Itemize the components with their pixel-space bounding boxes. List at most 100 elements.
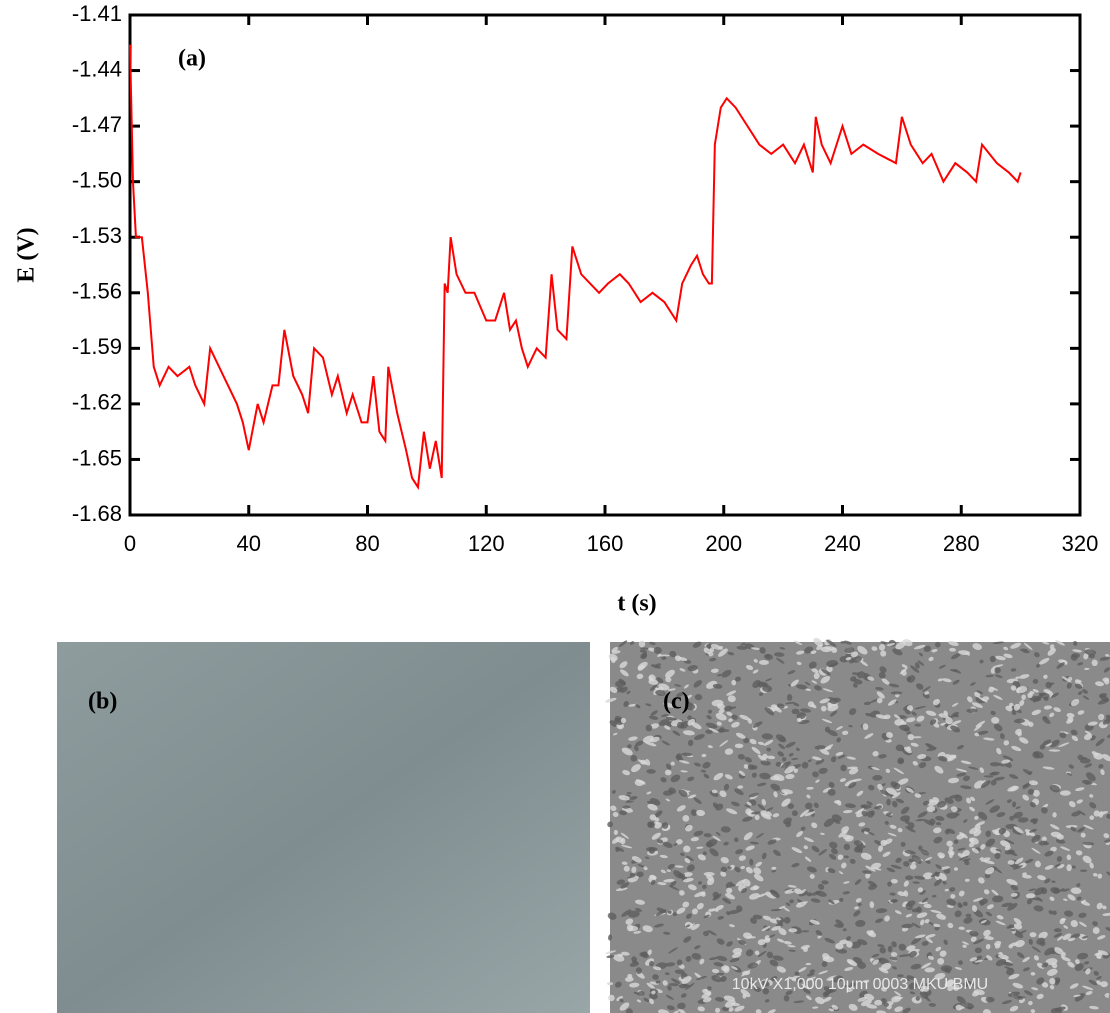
sem-grain (907, 734, 915, 741)
sem-grain (649, 798, 661, 806)
sem-grain (702, 884, 707, 890)
sem-grain (1071, 653, 1081, 658)
sem-grain (658, 654, 670, 657)
sem-grain (736, 645, 748, 650)
sem-grain (901, 664, 908, 669)
sem-grain (892, 800, 898, 808)
sem-grain (1013, 930, 1024, 939)
sem-grain (1011, 710, 1017, 716)
sem-grain (985, 799, 995, 805)
sem-grain (972, 643, 983, 651)
sem-grain (745, 866, 753, 874)
sem-grain (718, 708, 725, 714)
sem-grain (772, 813, 780, 818)
sem-grain (852, 956, 863, 964)
sem-grain (708, 651, 714, 657)
y-tick-label: -1.59 (72, 334, 122, 359)
sem-grain (1023, 990, 1033, 996)
sem-grain (980, 919, 987, 924)
sem-grain (705, 722, 718, 729)
sem-grain (958, 904, 963, 908)
sem-grain (967, 1006, 973, 1010)
sem-grain (723, 966, 730, 973)
sem-grain (738, 770, 746, 776)
sem-grain (1006, 878, 1018, 886)
sem-grain (731, 679, 737, 686)
sem-grain (843, 640, 852, 645)
sem-grain (1007, 850, 1018, 856)
sem-grain (1041, 962, 1049, 968)
sem-grain (826, 665, 833, 673)
sem-grain (1034, 860, 1041, 868)
sem-grain (806, 892, 813, 897)
sem-grain (782, 906, 790, 912)
sem-grain (843, 855, 849, 859)
sem-grain (1096, 976, 1102, 980)
sem-grain (1106, 813, 1110, 819)
y-tick-label: -1.44 (72, 56, 122, 81)
sem-grain (882, 851, 891, 857)
sem-grain (727, 651, 735, 656)
sem-grain (773, 705, 782, 713)
sem-grain (649, 736, 660, 743)
sem-grain (1016, 952, 1025, 959)
sem-grain (1080, 832, 1086, 838)
sem-grain (717, 728, 730, 733)
sem-grain (905, 826, 916, 833)
sem-grain (649, 874, 657, 880)
sem-grain (913, 875, 926, 880)
sem-grain (1010, 668, 1017, 672)
sem-grain (687, 665, 698, 672)
photo-b (57, 642, 590, 1013)
sem-grain (607, 912, 617, 920)
sem-grain (1005, 705, 1013, 712)
sem-grain (749, 738, 757, 745)
sem-grain (726, 941, 733, 947)
sem-grain (718, 648, 728, 657)
sem-grain (728, 924, 735, 928)
sem-grain (873, 806, 879, 810)
sem-grain (674, 655, 682, 662)
sem-grain (783, 941, 792, 945)
sem-grain (749, 858, 754, 866)
sem-grain (928, 656, 934, 662)
sem-grain (902, 977, 911, 982)
sem-grain (1082, 985, 1094, 991)
sem-grain (621, 747, 633, 756)
sem-grain (1009, 815, 1015, 821)
sem-grain (799, 809, 809, 818)
sem-grain (740, 865, 745, 870)
sem-grain (866, 801, 873, 806)
sem-grain (1031, 946, 1041, 953)
sem-grain (1022, 956, 1030, 963)
sem-grain (1022, 768, 1032, 775)
x-tick-label: 200 (705, 531, 742, 556)
sem-grain (686, 703, 696, 711)
sem-grain (1077, 952, 1089, 960)
sem-grain (985, 943, 991, 950)
sem-grain (1071, 865, 1076, 869)
sem-grain (872, 775, 883, 781)
sem-grain (634, 745, 639, 752)
sem-grain (923, 819, 935, 826)
sem-grain (648, 715, 659, 720)
sem-grain (934, 641, 941, 648)
sem-grain (886, 867, 896, 873)
sem-grain (798, 967, 807, 973)
sem-grain (753, 659, 758, 663)
sem-grain (844, 779, 856, 787)
sem-grain (781, 798, 791, 807)
sem-grain (916, 912, 928, 919)
sem-grain (828, 662, 839, 668)
sem-grain (640, 647, 649, 650)
sem-grain (1097, 698, 1109, 705)
sem-grain (852, 656, 863, 663)
sem-grain (904, 709, 911, 715)
sem-grain (783, 995, 790, 1002)
sem-grain (765, 678, 772, 682)
sem-grain (1013, 703, 1021, 711)
sem-grain (964, 878, 970, 882)
sem-grain (1076, 896, 1082, 901)
sem-grain (903, 861, 910, 867)
sem-grain (760, 760, 771, 766)
